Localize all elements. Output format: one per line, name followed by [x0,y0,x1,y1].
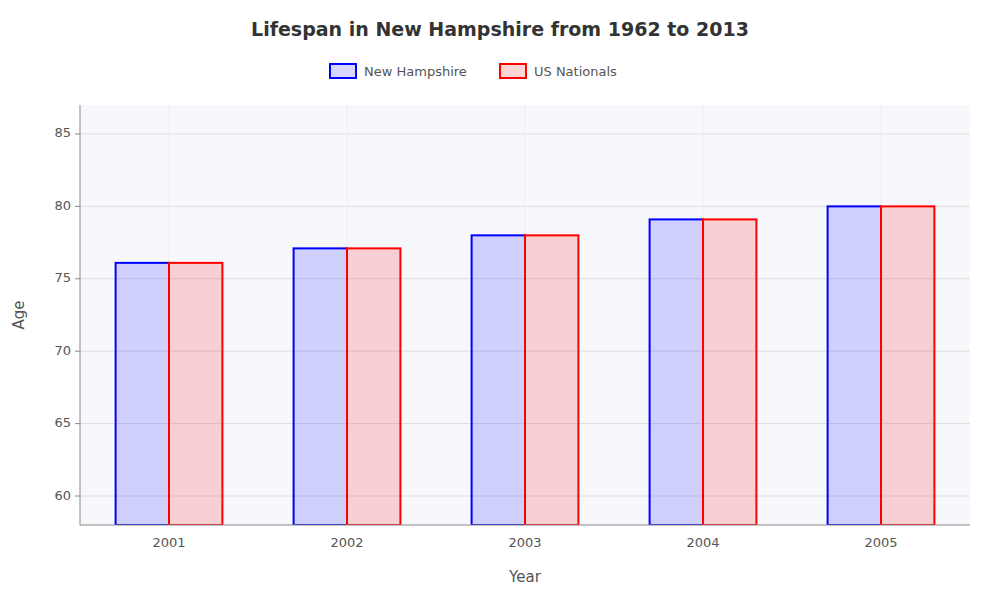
x-axis-line [80,525,970,526]
y-tick [75,351,80,352]
y-tick-label: 70 [54,343,71,358]
x-tick-label: 2002 [330,535,363,550]
title: Lifespan in New Hampshire from 1962 to 2… [251,18,749,40]
legend: New Hampshire US Nationals [330,64,617,79]
bar [703,219,756,525]
bar [881,206,934,525]
x-tick-label: 2001 [152,535,185,550]
bar [347,248,400,525]
y-tick [75,423,80,424]
x-tick-label: 2003 [508,535,541,550]
y-axis-line [80,105,81,525]
y-tick [75,496,80,497]
plot-area [80,105,970,525]
y-tick [75,206,80,207]
chart-container: 60 65 70 75 80 85 2001 2002 2003 2004 2005 Year Age L… [0,0,1000,600]
y-tick-label: 65 [54,415,71,430]
y-tick-label: 85 [54,125,71,140]
legend-label: New Hampshire [364,64,467,79]
y-tick-label: 75 [54,270,71,285]
y-tick [75,278,80,279]
y-tick [75,133,80,134]
y-tick-label: 60 [54,488,71,503]
legend-swatch [500,64,526,78]
bars [116,206,935,525]
bar [116,263,169,525]
y-tick-label: 80 [54,198,71,213]
bar [650,219,703,525]
bar [169,263,222,525]
x-tick-label: 2004 [686,535,719,550]
chart: 60 65 70 75 80 85 2001 2002 2003 2004 2005 Year Age L… [0,0,1000,600]
legend-swatch [330,64,356,78]
x-tick-label: 2005 [864,535,897,550]
bar [472,235,525,525]
bar [525,235,578,525]
bar [294,248,347,525]
x-axis-label: Year [508,568,542,586]
bar [828,206,881,525]
y-axis-label: Age [10,300,28,329]
legend-label: US Nationals [534,64,617,79]
